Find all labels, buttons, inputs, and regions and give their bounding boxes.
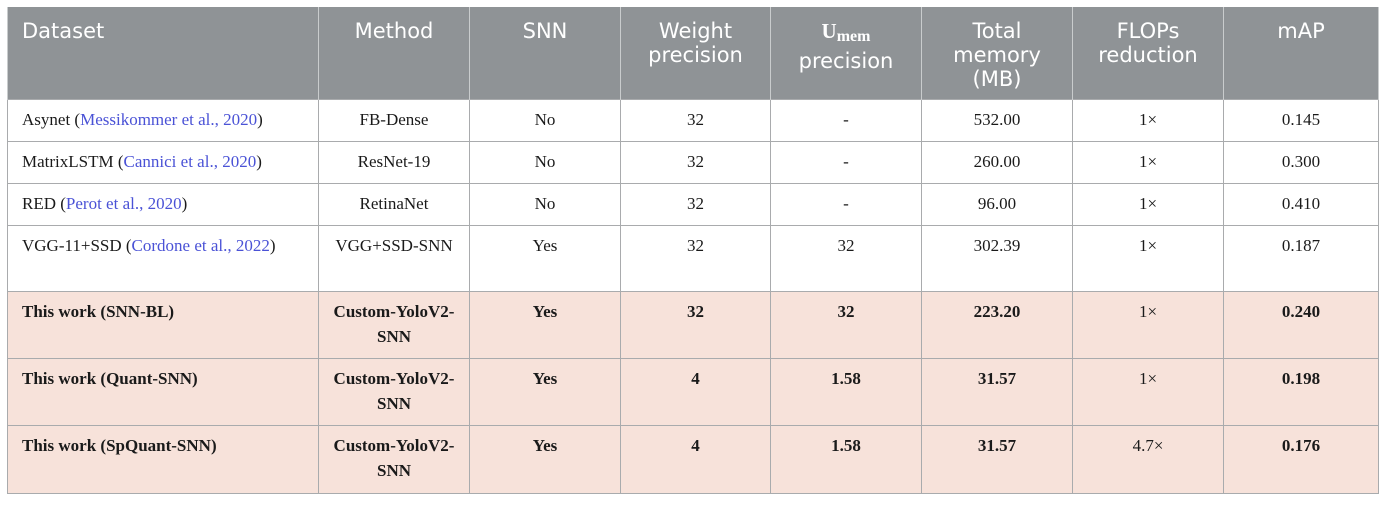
table-row: Asynet (Messikommer et al., 2020) FB-Den… [7,98,1379,142]
dataset-cell: This work (SNN-BL) [7,290,319,359]
method-cell: ResNet-19 [318,140,470,184]
map-cell: 0.145 [1223,98,1379,142]
weight-precision-cell: 32 [620,290,771,359]
snn-cell: Yes [469,357,621,426]
total-memory-cell: 96.00 [921,182,1073,226]
snn-cell: Yes [469,424,621,494]
umem-precision-cell: - [770,182,922,226]
total-memory-cell: 260.00 [921,140,1073,184]
total-memory-cell: 223.20 [921,290,1073,359]
method-cell: Custom-YoloV2-SNN [318,424,470,494]
dataset-name: MatrixLSTM ( [22,151,124,171]
header-map: mAP [1223,7,1379,99]
table-row-highlighted: This work (Quant-SNN) Custom-YoloV2-SNN … [7,357,1379,426]
umem-precision-cell: 1.58 [770,357,922,426]
table-row-highlighted: This work (SNN-BL) Custom-YoloV2-SNN Yes… [7,290,1379,359]
umem-precision-cell: 32 [770,224,922,292]
map-cell: 0.187 [1223,224,1379,292]
flops-reduction-cell: 1× [1072,140,1224,184]
method-cell: Custom-YoloV2-SNN [318,290,470,359]
header-weight-precision: Weight precision [620,7,771,99]
snn-cell: No [469,182,621,226]
weight-precision-cell: 32 [620,224,771,292]
map-cell: 0.240 [1223,290,1379,359]
umem-subscript: mem [836,28,871,45]
flops-reduction-cell: 1× [1072,290,1224,359]
total-memory-cell: 302.39 [921,224,1073,292]
dataset-suffix: ) [269,235,276,255]
table-row: RED (Perot et al., 2020) RetinaNet No 32… [7,182,1379,226]
snn-cell: Yes [469,224,621,292]
method-cell: RetinaNet [318,182,470,226]
flops-reduction-cell: 1× [1072,182,1224,226]
results-table: Dataset Method SNN Weight precision Umem… [7,7,1379,494]
snn-cell: No [469,140,621,184]
dataset-name: RED ( [22,193,66,213]
header-total-memory: Total memory (MB) [921,7,1073,99]
flops-reduction-cell: 4.7× [1072,424,1224,494]
weight-precision-cell: 32 [620,140,771,184]
dataset-suffix: ) [256,151,262,171]
total-memory-cell: 31.57 [921,357,1073,426]
umem-precision-cell: - [770,98,922,142]
umem-precision-cell: - [770,140,922,184]
dataset-cell: Asynet (Messikommer et al., 2020) [7,98,319,142]
map-cell: 0.300 [1223,140,1379,184]
dataset-cell: VGG-11+SSD (Cordone et al., 2022) [7,224,319,292]
citation-link[interactable]: Perot et al., 2020 [65,193,182,213]
flops-reduction-cell: 1× [1072,224,1224,292]
flops-reduction-cell: 1× [1072,357,1224,426]
header-flops-reduction: FLOPs reduction [1072,7,1224,99]
method-cell: VGG+SSD-SNN [318,224,470,292]
dataset-suffix: ) [181,193,188,213]
weight-precision-cell: 4 [620,424,771,494]
dataset-suffix: ) [257,109,263,129]
citation-link[interactable]: Cordone et al., 2022 [131,235,270,255]
dataset-name: VGG-11+SSD ( [22,235,132,255]
citation-link[interactable]: Messikommer et al., 2020 [80,109,258,129]
header-row: Dataset Method SNN Weight precision Umem… [7,7,1379,99]
map-cell: 0.198 [1223,357,1379,426]
citation-link[interactable]: Cannici et al., 2020 [123,151,257,171]
weight-precision-cell: 32 [620,182,771,226]
umem-precision-label: precision [798,49,894,73]
header-method: Method [318,7,470,99]
table-row: MatrixLSTM (Cannici et al., 2020) ResNet… [7,140,1379,184]
method-cell: FB-Dense [318,98,470,142]
header-snn: SNN [469,7,621,99]
total-memory-cell: 31.57 [921,424,1073,494]
umem-precision-cell: 32 [770,290,922,359]
weight-precision-cell: 32 [620,98,771,142]
dataset-name: Asynet ( [22,109,81,129]
umem-symbol: U [821,19,837,43]
dataset-cell: MatrixLSTM (Cannici et al., 2020) [7,140,319,184]
method-cell: Custom-YoloV2-SNN [318,357,470,426]
weight-precision-cell: 4 [620,357,771,426]
table-row-highlighted: This work (SpQuant-SNN) Custom-YoloV2-SN… [7,424,1379,494]
flops-reduction-cell: 1× [1072,98,1224,142]
dataset-cell: This work (SpQuant-SNN) [7,424,319,494]
table-row: VGG-11+SSD (Cordone et al., 2022) VGG+SS… [7,224,1379,292]
umem-precision-cell: 1.58 [770,424,922,494]
map-cell: 0.410 [1223,182,1379,226]
dataset-cell: This work (Quant-SNN) [7,357,319,426]
snn-cell: No [469,98,621,142]
snn-cell: Yes [469,290,621,359]
header-dataset: Dataset [7,7,319,99]
header-umem-precision: Umem precision [770,7,922,99]
dataset-cell: RED (Perot et al., 2020) [7,182,319,226]
total-memory-cell: 532.00 [921,98,1073,142]
map-cell: 0.176 [1223,424,1379,494]
